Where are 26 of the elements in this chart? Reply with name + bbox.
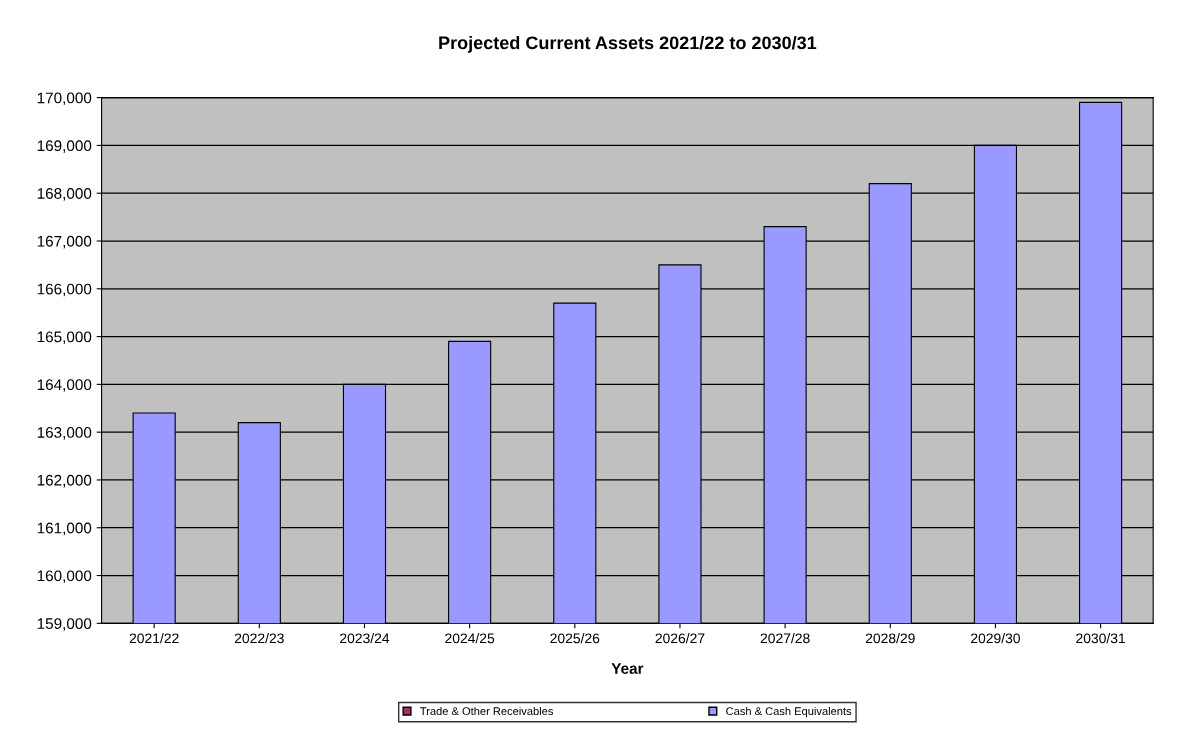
y-tick-label: 162,000 xyxy=(37,474,92,488)
y-tick-label: 160,000 xyxy=(37,570,92,584)
chart-title: Projected Current Assets 2021/22 to 2030/31 xyxy=(439,35,817,53)
x-tick-label: 2021/22 xyxy=(129,633,179,644)
y-tick-label: 159,000 xyxy=(37,618,92,631)
x-tick-label: 2028/29 xyxy=(865,633,915,644)
y-tick-label: 165,000 xyxy=(37,331,92,345)
y-tick-label: 161,000 xyxy=(37,522,92,536)
y-tick-label: 166,000 xyxy=(37,283,92,297)
y-tick-label: 168,000 xyxy=(37,188,92,201)
x-tick-label: 2023/24 xyxy=(340,633,390,644)
x-tick-label: 2029/30 xyxy=(971,633,1020,644)
legend-label: Trade & Other Receivables xyxy=(420,706,553,716)
legend-label: Cash & Cash Equivalents xyxy=(726,706,852,718)
x-tick-label: 2024/25 xyxy=(445,633,495,644)
y-tick-label: 170,000 xyxy=(37,92,92,106)
x-tick-label: 2030/31 xyxy=(1076,633,1126,644)
y-tick-label: 167,000 xyxy=(37,235,92,249)
x-tick-label: 2025/26 xyxy=(550,633,600,644)
y-tick-label: 164,000 xyxy=(37,379,92,392)
y-tick-label: 169,000 xyxy=(37,140,92,153)
y-tick-label: 163,000 xyxy=(37,427,92,440)
x-tick-label: 2022/23 xyxy=(234,633,284,644)
x-axis-title: Year xyxy=(611,663,644,674)
x-tick-label: 2026/27 xyxy=(655,633,705,644)
x-tick-label: 2027/28 xyxy=(760,633,810,644)
